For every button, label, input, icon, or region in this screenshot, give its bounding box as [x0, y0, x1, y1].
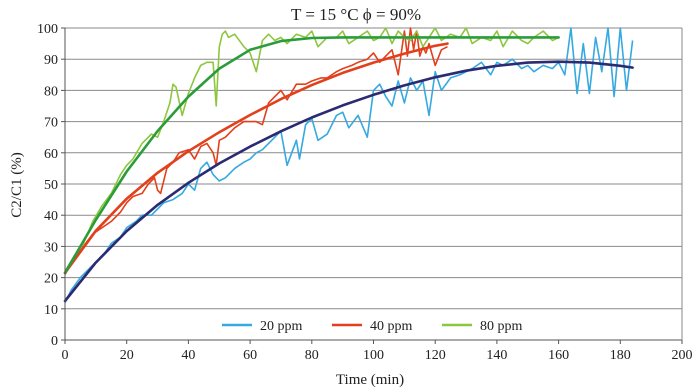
x-tick-label: 0: [62, 348, 69, 363]
series-line-80-ppm: [64, 27, 559, 272]
data-series: [63, 27, 634, 303]
y-tick-label: 40: [44, 209, 58, 224]
series-line-40-ppm: [64, 27, 448, 275]
chart-title: T = 15 °C ϕ = 90%: [291, 5, 421, 24]
fit-curve-0: [63, 60, 634, 303]
x-tick-label: 80: [305, 348, 319, 363]
x-axis-label: Time (min): [336, 372, 404, 388]
y-tick-label: 50: [44, 178, 58, 193]
y-tick-label: 10: [44, 303, 58, 318]
legend-label: 80 ppm: [480, 319, 523, 334]
legend-label: 20 ppm: [260, 319, 303, 334]
y-tick-label: 20: [44, 272, 58, 287]
y-tick-label: 90: [44, 53, 58, 68]
x-tick-label: 60: [243, 348, 257, 363]
x-tick-label: 140: [486, 348, 507, 363]
series-line-20-ppm: [64, 27, 634, 303]
y-tick-label: 70: [44, 116, 58, 131]
x-tick-label: 120: [425, 348, 446, 363]
x-tick-label: 100: [363, 348, 384, 363]
fit-curve-1: [63, 42, 449, 275]
y-tick-label: 60: [44, 147, 58, 162]
y-axis-label: C2/C1 (%): [9, 152, 25, 217]
x-tick-label: 20: [120, 348, 134, 363]
axes: 0 10 20 30 40 50 60 70 80 90 100 0 20 40 60 80 100 120 140…: [37, 22, 693, 363]
fit-curve-2: [63, 36, 560, 275]
legend: 20 ppm 40 ppm 80 ppm: [222, 319, 523, 334]
x-tick-label: 200: [672, 348, 693, 363]
y-tick-label: 30: [44, 240, 58, 255]
y-tick-label: 80: [44, 84, 58, 99]
y-tick-label: 100: [37, 22, 58, 37]
legend-label: 40 ppm: [370, 319, 413, 334]
grid: [65, 27, 682, 341]
x-tick-label: 160: [548, 348, 569, 363]
y-tick-label: 0: [51, 334, 58, 349]
x-tick-label: 40: [181, 348, 195, 363]
x-tick-label: 180: [610, 348, 631, 363]
